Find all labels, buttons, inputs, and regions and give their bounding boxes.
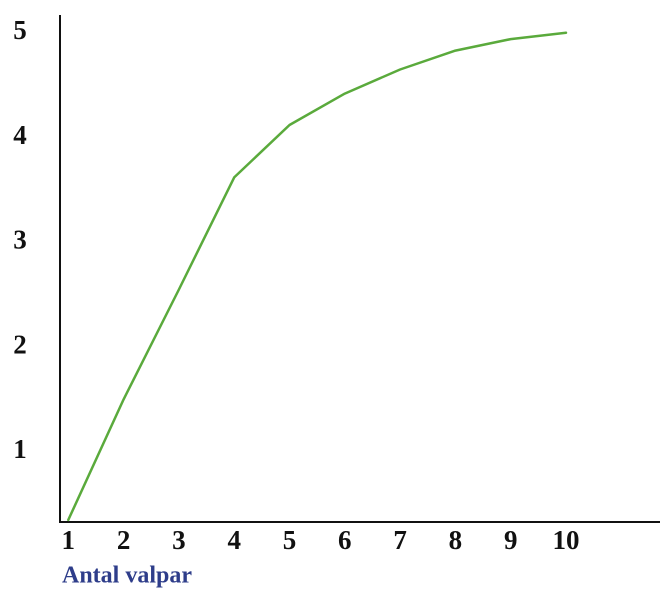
y-tick-label: 4 [13, 120, 27, 150]
x-tick-label: 5 [283, 525, 297, 555]
x-tick-label: 4 [227, 525, 241, 555]
y-tick-label: 3 [13, 225, 27, 255]
x-tick-label: 6 [338, 525, 352, 555]
x-tick-label: 10 [552, 525, 579, 555]
x-tick-label: 1 [62, 525, 76, 555]
x-tick-label: 2 [117, 525, 131, 555]
x-tick-label: 3 [172, 525, 186, 555]
y-tick-label: 1 [13, 434, 27, 464]
y-tick-label: 2 [13, 329, 27, 359]
y-tick-label: 5 [13, 15, 27, 45]
x-axis-title: Antal valpar [62, 563, 192, 589]
x-tick-label: 9 [504, 525, 518, 555]
x-tick-label: 7 [393, 525, 407, 555]
x-tick-label: 8 [449, 525, 463, 555]
data-line [67, 31, 568, 522]
